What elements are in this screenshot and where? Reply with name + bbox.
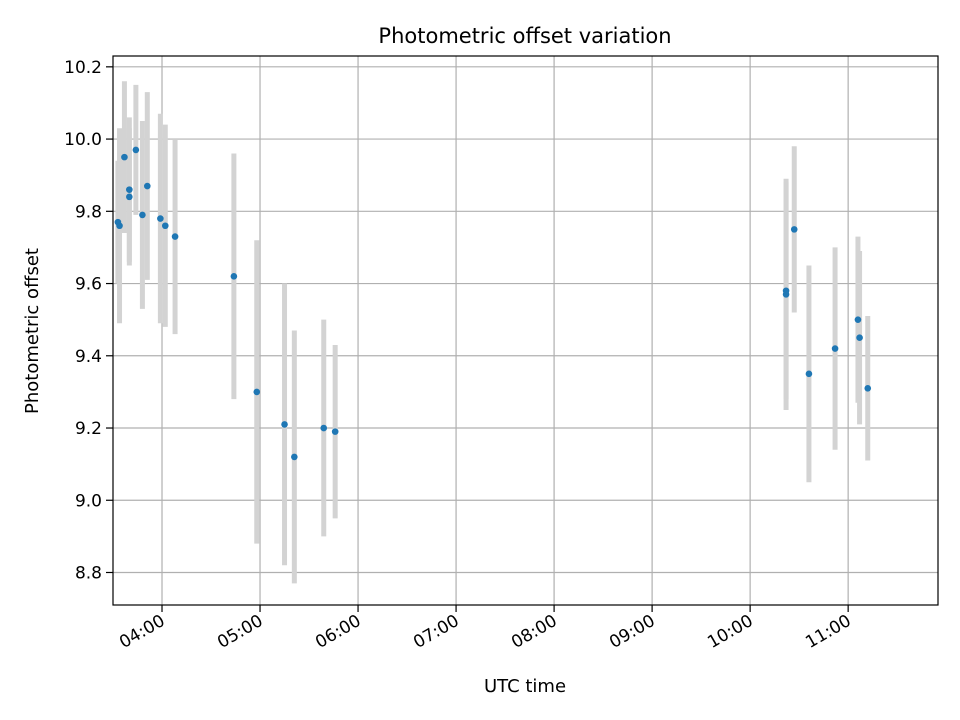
x-tick-label: 04:00 [116, 611, 168, 653]
data-point [132, 146, 140, 154]
data-point [291, 453, 298, 461]
data-point [320, 424, 328, 432]
y-tick-label: 9.4 [75, 347, 102, 367]
y-tick-label: 10.0 [64, 130, 102, 150]
y-tick-label: 8.8 [75, 563, 102, 583]
x-axis-label: UTC time [484, 676, 566, 697]
data-point [230, 273, 238, 280]
data-point [126, 193, 133, 201]
data-point [144, 182, 151, 190]
y-tick-label: 9.0 [75, 491, 102, 511]
y-axis-label: Photometric offset [22, 248, 43, 414]
chart-title: Photometric offset variation [378, 24, 671, 48]
plot-area [113, 56, 938, 605]
data-point [864, 384, 872, 392]
x-tick-label: 10:00 [704, 611, 756, 653]
data-point [831, 345, 839, 352]
data-point [126, 186, 133, 193]
data-point [116, 222, 123, 230]
data-point [782, 287, 790, 295]
grid [113, 56, 938, 605]
y-tick-label: 9.6 [75, 275, 102, 295]
x-tick-label: 08:00 [508, 611, 560, 653]
data-point [161, 222, 169, 230]
data-point [854, 316, 862, 323]
x-tick-label: 05:00 [214, 611, 266, 653]
data-point [157, 215, 164, 222]
y-tick-label: 9.8 [75, 202, 102, 222]
y-tick-label: 10.2 [64, 58, 102, 78]
data-point [139, 211, 146, 219]
x-tick-label: 09:00 [606, 611, 658, 653]
x-axis-ticks: 04:00 05:00 06:00 07:00 08:00 09:00 10:00 11:00 [116, 605, 855, 653]
data-point [856, 334, 863, 342]
y-axis-ticks: 8.8 9.0 9.2 9.4 9.6 9.8 10.0 10.2 [64, 58, 113, 583]
x-tick-label: 07:00 [410, 611, 462, 653]
data-point [171, 233, 179, 240]
y-tick-label: 9.2 [75, 419, 102, 439]
data-point [253, 388, 261, 396]
x-tick-label: 11:00 [802, 611, 854, 653]
data-point [805, 370, 813, 378]
data-point [331, 428, 339, 435]
x-tick-label: 06:00 [312, 611, 364, 653]
data-point [121, 153, 128, 161]
plot-frame [112, 55, 939, 606]
data-points [114, 146, 872, 461]
data-point [281, 421, 288, 428]
data-point [790, 226, 798, 233]
